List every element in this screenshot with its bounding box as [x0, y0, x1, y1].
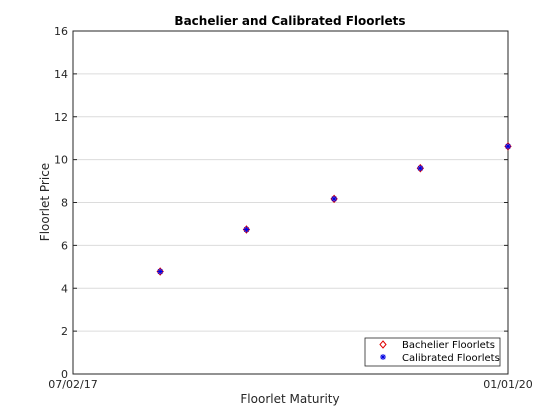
bachelier-point	[504, 142, 512, 151]
chart-title: Bachelier and Calibrated Floorlets	[174, 14, 405, 28]
calibrated-point	[505, 143, 511, 150]
bachelier-point	[330, 194, 338, 204]
x-tick-label: 01/01/20	[483, 378, 532, 391]
y-tick-label: 16	[54, 25, 68, 38]
bachelier-point	[156, 267, 164, 276]
calibrated-point	[243, 226, 250, 233]
legend-marker-calibrated	[380, 354, 386, 360]
x-tick-label: 07/02/17	[48, 378, 97, 391]
y-tick-label: 10	[54, 154, 68, 167]
bachelier-point	[242, 225, 251, 234]
y-tick-label: 6	[61, 239, 68, 252]
legend-label-bachelier: Bachelier Floorlets	[402, 340, 495, 351]
x-axis-label: Floorlet Maturity	[240, 392, 339, 406]
grid-lines	[73, 73, 508, 332]
y-tick-label: 2	[61, 325, 68, 338]
y-tick-label: 0	[61, 368, 68, 381]
legend-box	[364, 337, 501, 367]
y-axis: 0 2 4 6 8 10 12 14 16	[54, 25, 508, 381]
y-tick-label: 14	[54, 68, 68, 81]
y-axis-label: Floorlet Price	[38, 163, 52, 241]
legend: Bachelier Floorlets Calibrated Floorlets	[364, 337, 501, 367]
legend-marker-bachelier	[379, 340, 387, 349]
calibrated-point	[417, 165, 424, 172]
legend-label-calibrated: Calibrated Floorlets	[402, 353, 500, 364]
calibrated-point	[157, 268, 164, 275]
y-tick-label: 4	[61, 282, 68, 295]
calibrated-point	[331, 195, 338, 202]
data-markers	[156, 142, 512, 276]
y-tick-label: 8	[61, 197, 68, 210]
x-axis: 07/02/17 01/01/20	[48, 370, 533, 391]
bachelier-point	[416, 163, 424, 173]
y-tick-label: 12	[54, 111, 68, 124]
